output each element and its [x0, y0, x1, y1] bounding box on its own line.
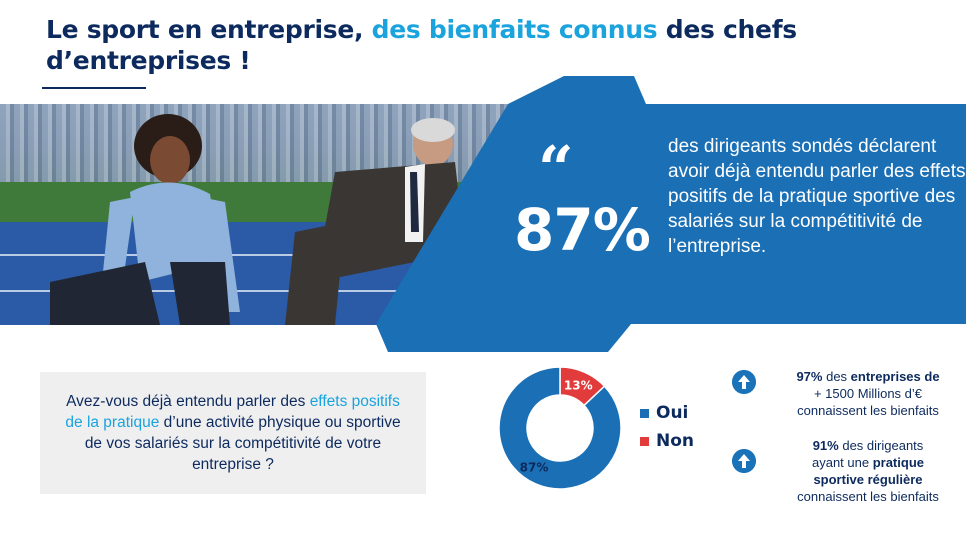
- donut-chart: 13% 87%: [498, 366, 622, 490]
- legend-label-oui: Oui: [656, 403, 689, 423]
- arrow-up-icon: [732, 449, 756, 473]
- legend-swatch-oui: [640, 408, 649, 418]
- title-underline: [42, 87, 146, 89]
- question-part-1: Avez-vous déjà entendu parler des: [66, 393, 310, 410]
- fact-line: ayant une: [811, 455, 873, 470]
- fact-line-bold: entreprises de: [850, 369, 940, 384]
- legend-item-non: Non: [640, 427, 694, 455]
- donut-slice-oui: [498, 366, 622, 490]
- chart-legend: Oui Non: [640, 399, 694, 455]
- woman-runner-illustration: [50, 114, 240, 325]
- title-part-1: Le sport en entreprise,: [46, 15, 372, 44]
- question-part-3: d’une activité physique ou sportive de v…: [84, 414, 401, 473]
- fact-large-companies: 97% des entreprises de + 1500 Millions d…: [732, 368, 962, 428]
- highlight-text: des dirigeants sondés déclarent avoir dé…: [668, 136, 966, 257]
- question-highlight: effets positifs de la pratique: [65, 393, 400, 431]
- fact-line: des dirigeants: [838, 438, 924, 453]
- fact-text: 91% des dirigeants ayant une pratique sp…: [768, 437, 966, 505]
- page-title: Le sport en entreprise, des bienfaits co…: [46, 14, 846, 76]
- quote-icon: “: [538, 132, 574, 205]
- highlight-banner: [376, 76, 966, 352]
- fact-line: des: [822, 369, 851, 384]
- survey-question: Avez-vous déjà entendu parler des effets…: [56, 391, 410, 475]
- fact-line: connaissent les bienfaits: [797, 403, 939, 418]
- donut-label-non: 13%: [564, 378, 593, 392]
- donut-label-oui: 87%: [520, 461, 549, 475]
- fact-line-bold: sportive régulière: [813, 472, 923, 487]
- legend-label-non: Non: [656, 431, 695, 451]
- fact-line: connaissent les bienfaits: [797, 489, 939, 504]
- fact-percent: 97%: [796, 369, 823, 384]
- fact-line: + 1500 Millions d’€: [813, 386, 923, 401]
- fact-line-bold: pratique: [872, 455, 924, 470]
- fact-sporty-leaders: 91% des dirigeants ayant une pratique sp…: [732, 437, 962, 509]
- fact-text: 97% des entreprises de + 1500 Millions d…: [768, 368, 966, 419]
- highlight-percent: 87%: [514, 196, 651, 264]
- fact-percent: 91%: [812, 438, 839, 453]
- legend-item-oui: Oui: [640, 399, 694, 427]
- title-highlight: des bienfaits connus: [371, 15, 658, 44]
- arrow-up-icon: [732, 370, 756, 394]
- survey-question-box: Avez-vous déjà entendu parler des effets…: [40, 372, 426, 494]
- legend-swatch-non: [640, 436, 649, 446]
- title-part-3: des chefs d’entreprises !: [46, 15, 797, 75]
